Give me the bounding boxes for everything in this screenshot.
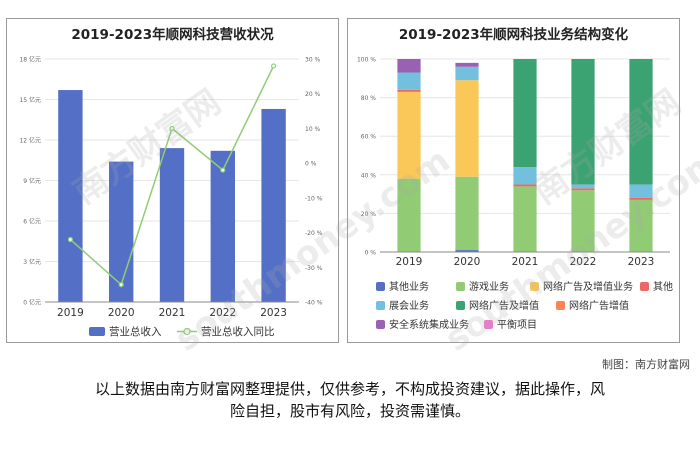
stack-segment — [397, 91, 421, 179]
y-left-tick-label: 0 亿元 — [23, 299, 41, 307]
y-right-tick-label: -40 % — [305, 300, 323, 307]
chart-credit: 制图：南方财富网 — [602, 358, 690, 371]
x-tick-label: 2021 — [512, 256, 539, 268]
revenue-bar — [261, 108, 286, 302]
legend-label-growth: 营业总收入同比 — [201, 325, 275, 338]
legend-label-revenue: 营业总收入 — [109, 325, 162, 338]
revenue-chart-title: 2019-2023年顺网科技营收状况 — [71, 27, 274, 43]
stack-segment — [629, 199, 653, 252]
x-tick-label: 2019 — [396, 256, 423, 268]
legend-swatch — [376, 320, 385, 329]
y-tick-label: 40 % — [361, 172, 377, 179]
y-left-tick-label: 3 亿元 — [23, 258, 41, 266]
y-left-tick-label: 12 亿元 — [19, 137, 41, 145]
stack-segment — [455, 250, 479, 252]
stack-segment — [397, 59, 421, 73]
stack-segment — [455, 176, 479, 251]
revenue-chart: 0 亿元 3 亿元 6 亿元 9 亿元 12 亿元 15 亿元 18 亿元 -40 % -30 … — [19, 56, 323, 339]
y-right-tick-label: -20 % — [305, 230, 323, 237]
legend-swatch — [376, 282, 385, 291]
x-tick-label: 2021 — [159, 307, 186, 319]
structure-chart-title: 2019-2023年顺网科技业务结构变化 — [398, 27, 629, 43]
stack-segment — [571, 190, 595, 252]
y-left-tick-label: 18 亿元 — [19, 56, 41, 64]
structure-chart-panel: 2019-2023年顺网科技业务结构变化 0 % 20 % 40 % 60 % 80 %… — [347, 18, 680, 343]
legend-label: 网络广告及增值业务 — [543, 280, 633, 293]
revenue-bar — [210, 150, 235, 302]
stack-segment — [629, 184, 653, 198]
y-tick-label: 60 % — [361, 134, 377, 141]
disclaimer-line: 险自担，股市有风险，投资需谨慎。 — [229, 402, 470, 420]
legend-swatch-revenue — [89, 327, 105, 336]
legend-swatch — [556, 301, 565, 310]
growth-point — [271, 63, 277, 69]
revenue-bar — [159, 148, 185, 302]
x-tick-label: 2019 — [57, 307, 84, 319]
legend-label: 网络广告及增值 — [469, 299, 539, 312]
legend-swatch-growth-point — [183, 327, 191, 336]
growth-point — [67, 236, 74, 243]
stack-segment — [571, 59, 595, 185]
stack-segment — [629, 59, 653, 185]
x-tick-label: 2020 — [454, 256, 481, 268]
y-left-tick-label: 9 亿元 — [23, 177, 41, 185]
y-right-tick-label: 20 % — [305, 91, 321, 98]
legend-swatch — [456, 301, 465, 310]
y-right-tick-label: 0 % — [305, 161, 317, 168]
legend-swatch — [484, 320, 493, 329]
stack-segment — [571, 184, 595, 189]
y-left-tick-label: 6 亿元 — [23, 218, 41, 226]
disclaimer-line: 以上数据由南方财富网整理提供，仅供参考，不构成投资建议，据此操作，风 — [94, 380, 605, 398]
legend-label: 安全系统集成业务 — [389, 318, 469, 331]
y-right-tick-label: 10 % — [305, 126, 321, 133]
legend-label: 网络广告增值 — [569, 299, 629, 312]
legend-swatch — [376, 301, 385, 310]
legend-label: 其他业务 — [389, 280, 429, 293]
stack-segment — [397, 72, 421, 90]
stack-segment — [571, 188, 595, 191]
x-tick-label: 2022 — [570, 256, 597, 268]
stack-segment — [513, 59, 537, 168]
stack-segment — [455, 62, 479, 67]
legend-swatch — [456, 282, 465, 291]
x-tick-label: 2023 — [260, 307, 287, 319]
legend-swatch — [530, 282, 539, 291]
stack-segment — [455, 80, 479, 177]
stack-segment — [629, 197, 653, 200]
legend-swatch — [640, 282, 649, 291]
disclaimer: 以上数据由南方财富网整理提供，仅供参考，不构成投资建议，据此操作，风 险自担，股… — [0, 378, 700, 422]
y-right-tick-label: -30 % — [305, 265, 323, 272]
revenue-bar — [58, 90, 83, 302]
x-tick-label: 2023 — [628, 256, 655, 268]
structure-chart: 0 % 20 % 40 % 60 % 80 % 100 % 2019 2020 2021 2022… — [357, 57, 673, 332]
growth-point — [220, 167, 226, 173]
revenue-bar — [109, 161, 134, 302]
legend-label: 展会业务 — [389, 299, 429, 312]
x-tick-label: 2022 — [209, 307, 236, 319]
stack-segment — [397, 178, 421, 252]
y-right-tick-label: 30 % — [305, 57, 321, 64]
stack-segment — [455, 66, 479, 81]
growth-point — [118, 282, 124, 288]
y-tick-label: 80 % — [361, 95, 377, 102]
stack-segment — [513, 186, 537, 252]
growth-point — [169, 125, 175, 132]
legend-label: 平衡项目 — [497, 319, 537, 331]
legend-label: 其他 — [653, 280, 673, 293]
legend-label: 游戏业务 — [469, 280, 509, 293]
stack-segment — [513, 184, 537, 187]
y-tick-label: 20 % — [361, 211, 377, 218]
y-right-tick-label: -10 % — [305, 195, 323, 202]
y-left-tick-label: 15 亿元 — [19, 96, 41, 104]
y-tick-label: 0 % — [365, 250, 377, 257]
y-tick-label: 100 % — [357, 57, 376, 64]
x-tick-label: 2020 — [108, 307, 135, 319]
revenue-chart-panel: 2019-2023年顺网科技营收状况 0 亿元 3 亿元 6 亿元 9 亿元 12 亿元… — [6, 18, 339, 343]
stack-segment — [513, 167, 537, 185]
stack-segment — [397, 89, 421, 92]
